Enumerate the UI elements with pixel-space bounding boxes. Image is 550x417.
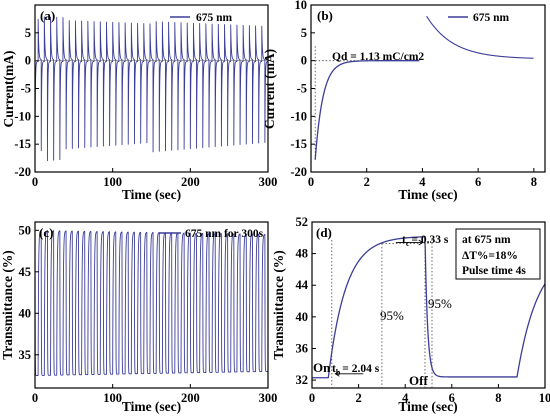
panel-c-xtick-label: 200 [181,391,200,405]
panel-b-ytick-label: -10 [290,109,307,123]
panel-a-xtick-label: 200 [181,175,200,189]
panel-a-xtick-label: 100 [103,175,122,189]
panel-c-label: (c) [39,225,53,240]
panel-d-frame [311,221,546,389]
panel-d-ytick-label: 36 [296,341,309,355]
panel-d-tb-prefix: t [332,363,336,375]
panel-d-tc-sub: c [406,239,410,248]
panel-a-label: (a) [40,8,55,23]
panel-c-ytick-label: 50 [19,223,32,237]
panel-d-ytick-label: 44 [296,278,309,292]
panel-b-ytick-label: -5 [297,82,307,96]
panel-c-legend-label: 675 nm for 300s [185,228,264,240]
panel-d-ytick-label: 32 [296,373,309,387]
panel-b-xtick-label: 4 [419,175,426,189]
panel-d-ytick-label: 40 [296,310,309,324]
panel-a-xtick-label: 0 [32,175,38,189]
panel-c-ytick-label: 40 [19,306,32,320]
panel-d-tc-annotation: tc = 0.33 s [402,234,449,248]
panel-a-series-line [34,16,269,162]
panel-a-frame [34,4,269,173]
panel-d-xtick-label: 6 [449,391,455,405]
panel-d-ytick-label: 52 [296,215,309,229]
panel-b-bleaching-line [426,15,534,59]
panel-b-ylabel: Current (mA) [262,49,277,129]
panel-b-xtick-label: 8 [531,175,537,189]
panel-b-frame [310,4,546,173]
panel-d-tb-sub: b [336,368,341,377]
panel-c-ytick-label: 45 [19,265,32,279]
panel-b-ytick-label: -20 [290,165,307,179]
panel-c-ytick-label: 35 [19,348,32,362]
panel-a-ytick-label: -15 [14,137,31,151]
panel-a-ytick-label: 5 [25,26,31,40]
panel-a-ytick-label: 0 [25,54,31,68]
panel-d-ylabel: Transmittance (%) [271,250,286,360]
panel-a-legend-label: 675 nm [196,12,233,24]
panel-d-xtick-label: 8 [495,391,501,405]
panel-b-legend-label: 675 nm [473,12,510,24]
panel-d-tc-value: = 0.33 s [411,234,448,246]
panel-c-series-line [34,230,269,376]
panel-c-ylabel: Transmittance (%) [0,250,15,360]
panel-c-xtick-label: 100 [103,391,122,405]
panel-d-pct-right: 95% [428,296,452,311]
panel-a-ytick-label: -10 [14,109,31,123]
panel-d-label: (d) [316,225,332,240]
panel-b-xlabel: Time (sec) [398,187,457,202]
panel-b-coloring-line [314,60,420,160]
panel-d-info-box [455,228,541,280]
panel-d-tb-annotation: tb = 2.04 s [332,363,380,377]
panel-d-xtick-label: 2 [355,391,361,405]
panel-b-label: (b) [317,8,333,23]
panel-d-off-label: Off [409,373,428,388]
panel-b-xtick-label: 2 [364,175,370,189]
panel-b-ytick-label: 0 [301,54,307,68]
panel-d-pct-left: 95% [380,308,404,323]
panel-d-tc-prefix: t [402,234,406,246]
panel-b-charge-annotation: Qd = 1.13 mC/cm2 [332,51,424,63]
panel-a-ytick-label: -20 [14,165,31,179]
panel-a-xlabel: Time (sec) [122,187,181,202]
panel-d-info-line-3: Pulse time 4s [462,265,526,277]
panel-d-tc-arrow-head [418,239,424,246]
panel-b-ytick-label: -15 [290,137,307,151]
panel-b-xtick-label: 0 [308,175,314,189]
panel-d-xlabel: Time (sec) [398,399,457,414]
panel-d-xtick-label: 0 [309,391,315,405]
panel-b-ytick-label: 5 [301,26,307,40]
panel-d-xtick-label: 10 [539,391,550,405]
panel-a-xtick-label: 300 [259,175,278,189]
panel-b-xtick-label: 6 [475,175,481,189]
panel-c-frame [34,221,269,389]
panel-d-info-line-2: ΔT%=18% [462,250,518,262]
panel-a-ytick-label: -5 [21,82,31,96]
panel-d-on-label: On [313,360,331,375]
panel-d-tb-arrow-head [334,370,340,377]
panel-a-ylabel: Current(mA) [1,51,16,128]
panel-c-xlabel: Time (sec) [122,399,181,414]
panel-d-tb-value: = 2.04 s [342,363,379,375]
panel-c-xtick-label: 300 [259,391,278,405]
panel-d-ytick-label: 48 [296,247,309,261]
panel-c-xtick-label: 0 [32,391,38,405]
panel-d-info-line-1: at 675 nm [462,234,511,246]
panel-b-ytick-label: 10 [295,0,308,12]
panel-d-series-line [311,236,546,379]
panel-d-xtick-label: 4 [402,391,409,405]
